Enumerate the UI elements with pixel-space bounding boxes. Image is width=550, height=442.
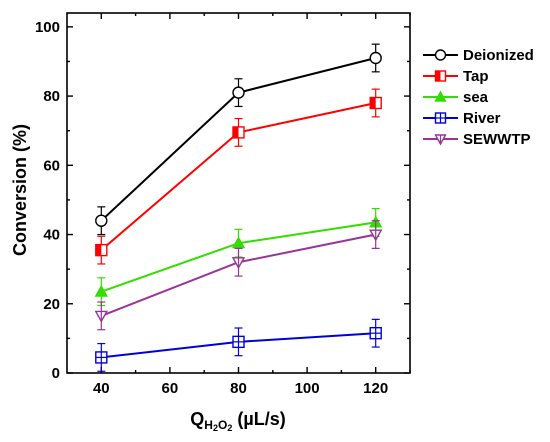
x-axis: 40 60 80 100 120 (93, 13, 411, 397)
data-point (95, 243, 108, 257)
legend-label: River (463, 110, 501, 127)
data-point (369, 96, 382, 110)
legend-marker (434, 112, 447, 124)
y-tick-label: 100 (35, 19, 60, 36)
x-tick-label: 40 (93, 380, 110, 397)
y-tick-label: 80 (43, 88, 60, 105)
plot-area (66, 12, 411, 374)
legend-label: Tap (463, 68, 489, 85)
data-point (95, 214, 108, 227)
data-point (369, 326, 382, 340)
y-tick-label: 40 (43, 227, 60, 244)
legend-label: sea (463, 89, 489, 106)
legend-item-river: River (423, 110, 501, 127)
x-axis-title-subscript: H2O2 (204, 418, 232, 433)
legend-marker (434, 70, 447, 82)
legend-label: SEWWTP (463, 131, 531, 148)
data-point (232, 86, 245, 99)
y-tick-label: 0 (52, 365, 60, 382)
legend-item-sewwtp: SEWWTP (423, 131, 531, 148)
y-tick-label: 20 (43, 296, 60, 313)
legend-marker (434, 134, 447, 146)
x-axis-title-main: Q (190, 409, 204, 429)
x-axis-title: QH2O2 (µL/s) (190, 409, 285, 433)
legend: Deionized Tap sea River SEWWTP (423, 47, 534, 148)
x-tick-label: 80 (230, 380, 247, 397)
data-point (94, 310, 108, 323)
plot-frame (66, 12, 411, 374)
legend-item-sea: sea (423, 89, 489, 106)
y-tick-label: 60 (43, 157, 60, 174)
y-axis: 0 20 40 60 80 100 (35, 19, 410, 382)
series-deionized (95, 43, 382, 236)
x-tick-label: 60 (162, 380, 179, 397)
data-point (94, 284, 108, 297)
data-point (95, 351, 108, 364)
legend-label: Deionized (463, 47, 534, 64)
legend-marker (434, 49, 447, 61)
series-layer (94, 43, 383, 372)
data-point (231, 257, 246, 270)
legend-item-deionized: Deionized (423, 47, 534, 64)
legend-marker (434, 90, 447, 102)
series-tap (95, 88, 382, 265)
x-tick-label: 100 (295, 380, 320, 397)
x-tick-label: 120 (363, 380, 388, 397)
data-point (232, 335, 245, 349)
data-point (369, 229, 383, 242)
data-point (231, 236, 246, 249)
series-sewwtp (94, 220, 383, 331)
x-axis-title-unit: (µL/s) (232, 409, 285, 429)
data-point (369, 51, 382, 65)
series-river (95, 318, 382, 372)
legend-item-tap: Tap (423, 68, 489, 85)
data-point (232, 126, 245, 139)
y-axis-title: Conversion (%) (10, 124, 30, 256)
